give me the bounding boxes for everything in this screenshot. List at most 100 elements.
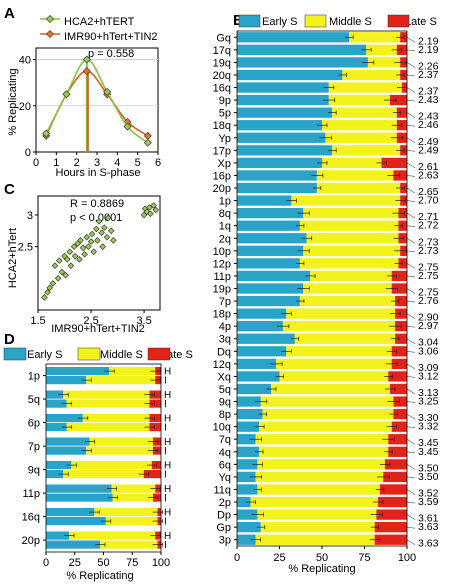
- panel-b-bar-middle: [349, 32, 401, 43]
- panel-b-score-label: 2.73: [418, 245, 439, 257]
- panel-b-bar-early: [237, 94, 329, 106]
- panel-b-category-label: 12p: [213, 258, 231, 270]
- panel-b-score-leader: [406, 438, 416, 445]
- panel-b-legend-swatch-middle: [304, 14, 327, 28]
- panel-b-score-label: 3.50: [418, 462, 439, 474]
- panel-d-bar-middle: [69, 531, 156, 540]
- panel-d-pair-label: I: [164, 376, 167, 387]
- panel-b-bar-late: [396, 107, 407, 118]
- panel-b-bar-middle: [276, 358, 392, 370]
- panel-b-bar-middle: [294, 333, 396, 344]
- panel-d-pair-label: I: [164, 446, 167, 457]
- panel-b-score-label: 3.50: [418, 471, 439, 483]
- panel-b-bar-middle: [257, 459, 385, 470]
- panel-b-score-leader: [406, 212, 416, 219]
- panel-b-bar-late: [384, 459, 407, 470]
- panel-d-group-label: 6p: [28, 418, 40, 430]
- panel-b-score-label: 3.04: [418, 337, 439, 349]
- panel-b-score-label: 2.26: [418, 60, 439, 72]
- panel-d-bar-early: [46, 531, 69, 540]
- panel-d-bar-middle: [94, 508, 158, 517]
- panel-c-point: [41, 294, 48, 301]
- panel-d-bar-early: [46, 376, 87, 385]
- panel-b-xtick-label: 0: [234, 552, 240, 564]
- panel-b-bar-middle: [303, 207, 399, 219]
- panel-b-score-leader: [406, 451, 416, 454]
- panel-b-score-label: 3.45: [418, 437, 439, 449]
- panel-b-bar-early: [237, 459, 258, 470]
- panel-b-bar-middle: [316, 182, 401, 194]
- panel-b-score-leader: [406, 288, 416, 294]
- panel-b-category-label: 8p: [219, 409, 231, 421]
- panel-b-bar-early: [237, 270, 311, 282]
- panel-b-score-leader: [406, 275, 416, 278]
- panel-b-bar-middle: [303, 283, 392, 294]
- panel-b-bar-late: [395, 308, 407, 319]
- panel-c-point: [49, 280, 57, 287]
- panel-d-bar-middle: [109, 367, 156, 376]
- panel-a-xtick-label: 6: [155, 157, 161, 169]
- panel-b-score-leader: [406, 489, 416, 495]
- panel-a-point-hca2: [82, 55, 91, 64]
- panel-a-ytick-label: 40: [19, 55, 31, 67]
- panel-b-category-label: Dq: [217, 346, 231, 358]
- panel-a-ylabel: % Replicating: [7, 68, 19, 135]
- panel-b-score-label: 2.19: [418, 35, 439, 47]
- panel-d-pair-label: H: [164, 367, 171, 378]
- panel-b-score-label: 2.49: [418, 136, 439, 148]
- panel-c-point: [44, 288, 51, 296]
- panel-b-bar-late: [374, 522, 407, 533]
- panel-b-bar-early: [237, 157, 322, 169]
- panel-c-r-value: R = 0.8869: [70, 198, 124, 210]
- panel-b-score-label: 3.25: [418, 396, 439, 408]
- panel-b-category-label: 17p: [213, 145, 231, 157]
- panel-b-bar-middle: [328, 82, 402, 93]
- panel-b-bar-early: [237, 484, 258, 495]
- panel-b-bar-middle: [279, 371, 389, 382]
- panel-b-bar-late: [393, 170, 407, 181]
- panel-b-category-label: 1p: [219, 196, 231, 208]
- panel-d-bar-middle: [112, 493, 153, 502]
- panel-c-p-value: p < 0.0001: [70, 212, 122, 224]
- panel-a-point-hca2: [62, 90, 71, 99]
- panel-b-bar-middle: [316, 170, 394, 181]
- panel-b-bar-late: [388, 371, 407, 382]
- panel-c-point: [66, 248, 74, 256]
- panel-b-bar-late: [390, 94, 407, 106]
- panel-d-pair-label: H: [164, 531, 171, 542]
- panel-c-ytick-label: 3: [27, 210, 33, 222]
- panel-c-point: [85, 243, 92, 250]
- panel-c-ylabel: HCA2+hTert: [7, 228, 19, 288]
- panel-b-bar-middle: [255, 534, 375, 545]
- panel-d-pair-label: H: [164, 390, 171, 401]
- panel-b-legend-swatch-early: [238, 14, 261, 28]
- panel-b-category-label: Xq: [218, 371, 231, 383]
- legend-d-early-label: Early S: [27, 349, 62, 361]
- panel-d-group-label: 5q: [28, 394, 40, 406]
- legend-b-early-label: Early S: [262, 16, 297, 28]
- panel-b-bar-middle: [250, 496, 379, 508]
- panel-b-bar-late: [383, 471, 407, 483]
- panel-b-score-leader: [406, 401, 416, 403]
- panel-d-legend-swatch-middle: [77, 347, 101, 361]
- panel-d-bar-middle: [86, 446, 153, 455]
- panel-b-bar-early: [237, 421, 260, 432]
- panel-c-point: [77, 237, 84, 244]
- panel-d-pair-label: I: [164, 399, 167, 410]
- panel-b-bar-middle: [325, 132, 397, 143]
- panel-b-score-label: 3.30: [418, 412, 439, 424]
- panel-b-score-label: 2.63: [418, 169, 439, 181]
- panel-b-bar-late: [388, 434, 407, 445]
- panel-b-bar-middle: [255, 471, 384, 483]
- panel-d-pair-label: I: [164, 470, 167, 481]
- panel-b-category-label: 9q: [219, 397, 231, 409]
- panel-b-category-label: 16q: [213, 83, 231, 95]
- panel-b-bar-late: [381, 157, 407, 169]
- panel-b-bar-middle: [286, 308, 396, 319]
- panel-c-ytick-label: 2.5: [18, 242, 33, 254]
- panel-b-score-label: 2.61: [418, 161, 439, 173]
- panel-b-category-label: 4q: [219, 447, 231, 459]
- panel-b-score-label: 2.37: [418, 86, 439, 98]
- panel-label-c: C: [4, 181, 15, 198]
- panel-b-score-leader: [406, 74, 416, 77]
